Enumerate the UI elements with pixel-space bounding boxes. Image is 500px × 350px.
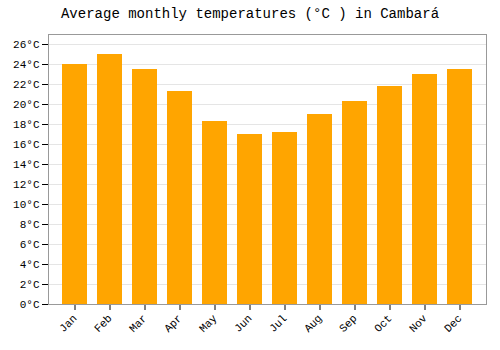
- svg-text:26°C: 26°C: [13, 39, 40, 51]
- svg-text:14°C: 14°C: [13, 159, 40, 171]
- svg-text:May: May: [197, 312, 220, 335]
- svg-text:6°C: 6°C: [20, 239, 40, 251]
- svg-text:2°C: 2°C: [20, 279, 40, 291]
- svg-text:Apr: Apr: [162, 312, 184, 334]
- svg-text:12°C: 12°C: [13, 179, 40, 191]
- svg-text:10°C: 10°C: [13, 199, 40, 211]
- svg-text:16°C: 16°C: [13, 139, 40, 151]
- svg-text:Jan: Jan: [57, 312, 79, 334]
- svg-text:Jul: Jul: [267, 312, 289, 334]
- svg-text:8°C: 8°C: [20, 219, 40, 231]
- svg-text:22°C: 22°C: [13, 79, 40, 91]
- svg-text:0°C: 0°C: [20, 299, 40, 311]
- svg-text:Jun: Jun: [232, 312, 254, 334]
- svg-text:4°C: 4°C: [20, 259, 40, 271]
- svg-text:Feb: Feb: [92, 312, 114, 334]
- svg-text:20°C: 20°C: [13, 99, 40, 111]
- svg-text:Sep: Sep: [337, 312, 359, 334]
- svg-text:24°C: 24°C: [13, 59, 40, 71]
- svg-text:18°C: 18°C: [13, 119, 40, 131]
- svg-text:Aug: Aug: [302, 312, 324, 334]
- svg-text:Nov: Nov: [407, 312, 430, 335]
- html-text:Average monthly temperatures (: Average monthly temperatures (°C ) in Ca…: [61, 6, 439, 22]
- svg-text:Dec: Dec: [442, 312, 464, 334]
- svg-text:Oct: Oct: [372, 312, 394, 334]
- svg-text:Mar: Mar: [127, 312, 149, 334]
